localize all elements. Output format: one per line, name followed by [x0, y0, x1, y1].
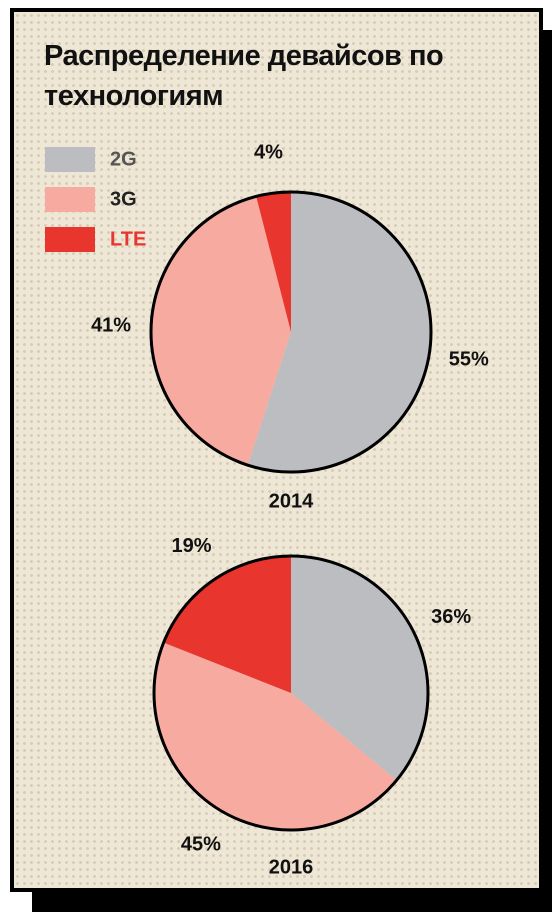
pie-slice — [150, 196, 291, 466]
legend-swatch — [45, 227, 95, 252]
pie-slice — [291, 556, 428, 781]
legend-swatch — [45, 187, 95, 212]
data-label: 45% — [181, 834, 221, 856]
data-label: 55% — [449, 348, 489, 370]
pie-slice — [256, 192, 291, 332]
pie-title: 2016 — [269, 856, 314, 878]
pie-slice — [163, 556, 291, 693]
data-label: 4% — [254, 142, 283, 164]
legend-swatch — [45, 147, 95, 172]
data-label: 19% — [171, 535, 211, 557]
pie-title: 2014 — [269, 490, 314, 512]
chart-title: Распределение девайсов по технологиям — [44, 40, 444, 112]
pie-slice — [154, 642, 397, 830]
pie-slice — [247, 192, 431, 472]
legend-label: 2G — [110, 148, 137, 170]
legend-label: 3G — [110, 188, 137, 210]
data-label: 36% — [431, 606, 471, 628]
legend-label: LTE — [110, 228, 146, 250]
pie-outline — [149, 190, 433, 474]
pie-outline — [152, 554, 430, 832]
data-label: 41% — [91, 315, 131, 337]
